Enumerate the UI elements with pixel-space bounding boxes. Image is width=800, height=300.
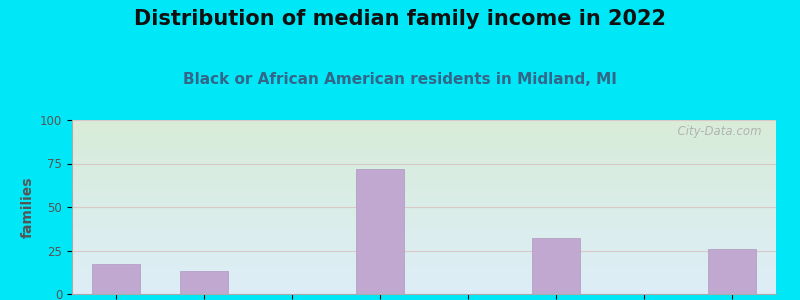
Bar [92,264,140,294]
Text: Distribution of median family income in 2022: Distribution of median family income in … [134,9,666,29]
Bar [708,249,756,294]
Text: City-Data.com: City-Data.com [670,125,762,138]
Y-axis label: families: families [21,176,34,238]
Text: Black or African American residents in Midland, MI: Black or African American residents in M… [183,72,617,87]
Bar [532,238,580,294]
Bar [180,272,228,294]
Bar [356,169,404,294]
